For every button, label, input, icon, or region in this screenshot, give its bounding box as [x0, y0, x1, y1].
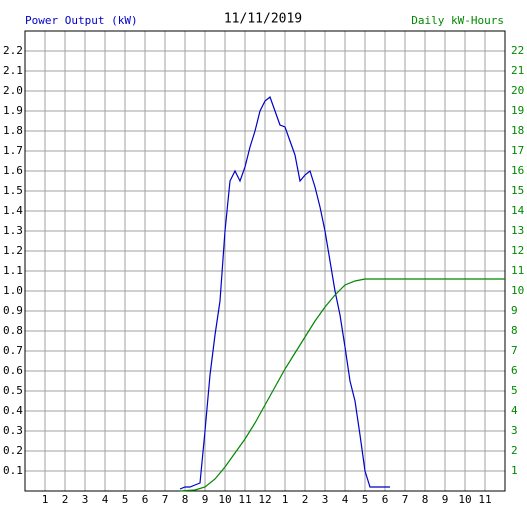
x-tick-label: 3 [82, 493, 89, 506]
y-tick-label: 2.0 [3, 84, 23, 97]
plot-frame [24, 30, 506, 492]
y-tick-label: 0.5 [3, 384, 23, 397]
x-tick-label: 4 [102, 493, 109, 506]
x-tick-label: 11 [478, 493, 491, 506]
y2-tick-label: 20 [511, 84, 524, 97]
y-tick-label: 1.8 [3, 124, 23, 137]
y2-tick-label: 16 [511, 164, 524, 177]
y2-tick-label: 1 [511, 464, 518, 477]
y2-tick-label: 9 [511, 304, 518, 317]
series-line [179, 278, 505, 492]
y-tick-label: 1.9 [3, 104, 23, 117]
x-tick-label: 9 [202, 493, 209, 506]
y2-tick-label: 18 [511, 124, 524, 137]
y-tick-label: 1.3 [3, 224, 23, 237]
y2-tick-label: 7 [511, 344, 518, 357]
y-tick-label: 0.1 [3, 464, 23, 477]
y-tick-label: 1.2 [3, 244, 23, 257]
y2-tick-label: 15 [511, 184, 524, 197]
x-tick-label: 8 [422, 493, 429, 506]
x-tick-label: 1 [282, 493, 289, 506]
chart-title: 11/11/2019 [224, 12, 302, 27]
y2-tick-label: 21 [511, 64, 524, 77]
y-tick-label: 1.1 [3, 264, 23, 277]
x-tick-label: 2 [62, 493, 69, 506]
y-tick-label: 2.1 [3, 64, 23, 77]
y-axis-title: Power Output (kW) [25, 14, 138, 27]
y2-tick-label: 11 [511, 264, 524, 277]
y2-axis-title: Daily kW-Hours [411, 14, 504, 27]
x-tick-label: 7 [402, 493, 409, 506]
y2-tick-label: 19 [511, 104, 524, 117]
x-tick-label: 11 [238, 493, 251, 506]
y-tick-label: 0.4 [3, 404, 23, 417]
y-tick-label: 0.7 [3, 344, 23, 357]
y-tick-label: 0.3 [3, 424, 23, 437]
y-tick-label: 1.0 [3, 284, 23, 297]
y2-tick-label: 6 [511, 364, 518, 377]
y2-tick-label: 2 [511, 444, 518, 457]
x-tick-label: 4 [342, 493, 349, 506]
y-tick-label: 1.7 [3, 144, 23, 157]
y2-tick-label: 5 [511, 384, 518, 397]
x-tick-label: 5 [362, 493, 369, 506]
x-tick-label: 1 [42, 493, 49, 506]
x-tick-label: 10 [458, 493, 471, 506]
x-tick-label: 9 [442, 493, 449, 506]
x-tick-label: 10 [218, 493, 231, 506]
x-tick-label: 5 [122, 493, 129, 506]
x-tick-label: 7 [162, 493, 169, 506]
x-tick-label: 12 [258, 493, 271, 506]
x-tick-label: 6 [142, 493, 149, 506]
y-tick-label: 0.2 [3, 444, 23, 457]
y2-tick-label: 8 [511, 324, 518, 337]
y-tick-label: 1.4 [3, 204, 23, 217]
y-tick-label: 1.5 [3, 184, 23, 197]
y-tick-label: 0.8 [3, 324, 23, 337]
y2-tick-label: 12 [511, 244, 524, 257]
x-tick-label: 2 [302, 493, 309, 506]
series-line [179, 96, 390, 490]
y2-tick-label: 4 [511, 404, 518, 417]
y-tick-label: 0.6 [3, 364, 23, 377]
y2-tick-label: 3 [511, 424, 518, 437]
y-tick-label: 2.2 [3, 44, 23, 57]
x-tick-label: 6 [382, 493, 389, 506]
y2-tick-label: 22 [511, 44, 524, 57]
y2-tick-label: 10 [511, 284, 524, 297]
x-tick-label: 8 [182, 493, 189, 506]
y2-tick-label: 13 [511, 224, 524, 237]
y2-tick-label: 14 [511, 204, 525, 217]
y-tick-label: 1.6 [3, 164, 23, 177]
y-tick-label: 0.9 [3, 304, 23, 317]
x-tick-label: 3 [322, 493, 329, 506]
y2-tick-label: 17 [511, 144, 524, 157]
